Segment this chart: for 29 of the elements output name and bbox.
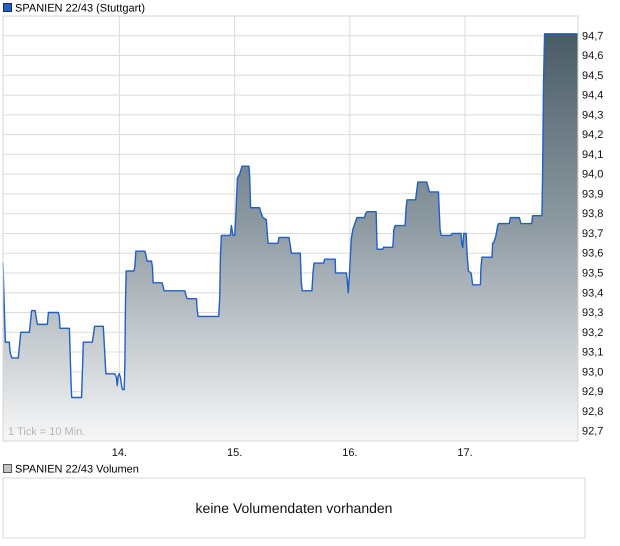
y-tick-label: 93,6	[582, 248, 604, 260]
text: keine Volumendaten vorhanden	[196, 500, 392, 516]
x-tick-label: 17.	[457, 446, 473, 459]
y-tick-label: 94,6	[582, 50, 604, 62]
y-tick-label: 94,0	[582, 168, 604, 181]
y-tick-label: 94,2	[582, 129, 604, 142]
x-tick-label: 15.	[226, 446, 242, 459]
annotation: 1 Tick = 10 Min.	[8, 426, 86, 438]
y-tick-label: 93,0	[582, 366, 604, 378]
y-tick-label: 93,9	[582, 188, 604, 200]
y-tick-label: 94,3	[582, 109, 604, 122]
y-tick-label: 93,8	[582, 208, 604, 220]
y-tick-label: 93,5	[582, 267, 604, 280]
y-tick-label: 94,1	[582, 148, 604, 161]
x-tick-label: 14.	[112, 446, 128, 459]
y-tick-label: 93,7	[582, 228, 604, 240]
y-tick-label: 93,2	[582, 326, 604, 339]
y-tick-label: 94,5	[582, 70, 604, 82]
text: SPANIEN 22/43 Volumen	[15, 464, 139, 476]
y-tick-label: 93,4	[582, 287, 604, 300]
legend-label: SPANIEN 22/43 (Stuttgart)	[15, 2, 146, 14]
y-tick-label: 92,7	[582, 426, 604, 438]
y-tick-label: 93,3	[582, 307, 604, 320]
y-tick-label: 94,4	[582, 90, 604, 102]
y-tick-label: 94,7	[582, 30, 604, 42]
x-tick-label: 16.	[342, 446, 358, 459]
y-tick-label: 92,9	[582, 386, 604, 398]
y-tick-label: 92,8	[582, 406, 604, 418]
y-tick-label: 93,1	[582, 346, 604, 359]
